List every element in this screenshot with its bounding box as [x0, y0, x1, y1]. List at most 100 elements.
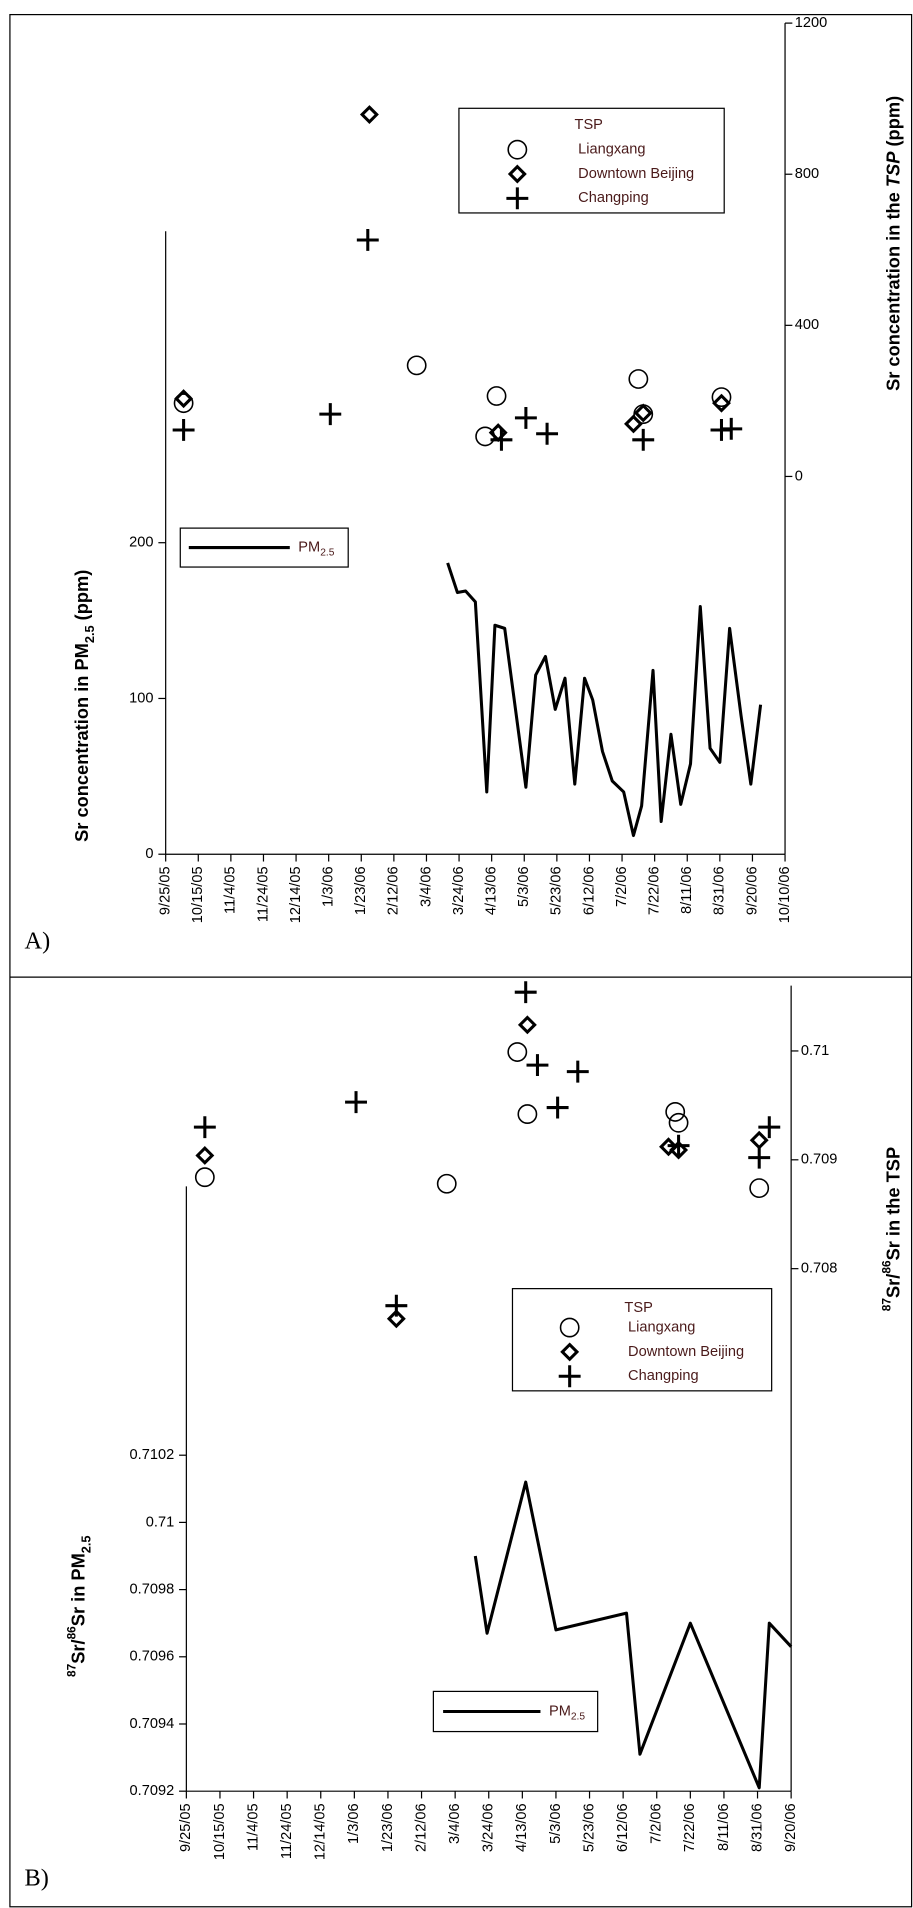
- label-part: Sr concentration in PM: [71, 643, 92, 842]
- x-tick-label: 7/2/06: [649, 1803, 665, 1844]
- x-tick-label: 5/23/06: [581, 1803, 597, 1852]
- y2-tick-label: 800: [795, 166, 819, 182]
- y2-axis-title: Sr concentration in the TSP (ppm): [882, 96, 903, 391]
- x-tick-label: 7/22/06: [647, 866, 663, 915]
- legend-title: TSP: [575, 117, 603, 133]
- diamond-marker: [669, 1140, 689, 1160]
- legend-label: Changping: [628, 1368, 699, 1384]
- circle-marker: [486, 386, 507, 406]
- x-tick-label: 1/3/06: [321, 866, 337, 907]
- circle-marker: [665, 1101, 686, 1122]
- x-tick-label: 12/14/05: [313, 1803, 329, 1860]
- circle-marker: [711, 387, 732, 408]
- label-part: 2.5: [82, 625, 97, 643]
- x-tick-label: 1/3/06: [346, 1803, 362, 1844]
- y2-tick-label: 0.708: [801, 1261, 838, 1277]
- y2-tick-label: 400: [795, 317, 819, 333]
- x-tick-label: 1/23/06: [380, 1803, 396, 1852]
- x-tick-label: 8/11/06: [716, 1803, 732, 1851]
- x-tick-label: 11/24/05: [279, 1803, 295, 1859]
- label-part: 86: [880, 1260, 894, 1274]
- label-part: Sr in PM: [67, 1553, 88, 1626]
- circle-marker: [507, 1042, 528, 1062]
- circle-marker: [436, 1173, 457, 1194]
- circle-marker: [507, 139, 528, 160]
- plus-marker: [514, 406, 537, 429]
- legend-label: Changping: [578, 190, 649, 206]
- plus-marker: [319, 403, 342, 426]
- legend-label: PM2.5: [298, 539, 334, 558]
- plus-marker: [345, 1091, 367, 1114]
- plus-marker: [667, 1134, 690, 1157]
- y2-axis-title: 87Sr/86Sr in the TSP: [880, 1147, 904, 1311]
- label-part: PM: [298, 539, 320, 555]
- x-tick-label: 5/3/06: [548, 1803, 564, 1844]
- x-tick-label: 9/20/06: [744, 866, 760, 915]
- legend-label: Liangxang: [578, 142, 645, 158]
- circle-marker: [628, 369, 649, 389]
- label-part: Sr/: [67, 1639, 88, 1663]
- legend-title: TSP: [624, 1300, 652, 1316]
- y2-tick-label: 0.709: [801, 1152, 838, 1168]
- x-tick-label: 2/12/06: [386, 866, 402, 915]
- plus-marker: [758, 1116, 781, 1139]
- x-tick-label: 7/22/06: [682, 1803, 698, 1852]
- y-tick-label: 0: [145, 846, 153, 862]
- plus-marker: [172, 419, 195, 441]
- x-tick-label: 12/14/05: [288, 866, 304, 923]
- legend-label: PM2.5: [549, 1703, 585, 1722]
- x-tick-label: 3/24/06: [451, 866, 467, 915]
- plus-marker: [558, 1365, 581, 1388]
- circle-marker: [517, 1104, 538, 1125]
- label-part: TSP: [882, 151, 903, 187]
- diamond-marker: [359, 105, 379, 124]
- plus-marker: [546, 1096, 569, 1119]
- label-part: (ppm): [71, 570, 92, 626]
- figure-border: [9, 13, 913, 1908]
- y-tick-label: 200: [129, 535, 153, 551]
- diamond-marker: [633, 403, 653, 423]
- y-axis-title: Sr concentration in PM2.5 (ppm): [71, 570, 97, 842]
- x-tick-label: 3/4/06: [418, 866, 434, 907]
- legend-box: [511, 1288, 773, 1392]
- x-tick-label: 4/13/06: [484, 866, 500, 915]
- data-line: [446, 562, 763, 838]
- x-tick-label: 8/31/06: [749, 1803, 765, 1852]
- diamond-marker: [386, 1309, 406, 1329]
- plus-marker: [632, 428, 655, 451]
- label-part: (ppm): [882, 96, 903, 152]
- x-tick-label: 10/10/06: [777, 866, 793, 923]
- diamond-marker: [749, 1130, 769, 1150]
- legend-label: Downtown Beijing: [578, 166, 694, 182]
- x-tick-label: 11/24/05: [255, 866, 271, 922]
- label-part: 86: [64, 1626, 78, 1640]
- label-part: 87: [64, 1663, 78, 1677]
- x-tick-label: 3/4/06: [447, 1803, 463, 1844]
- label-part: 87: [880, 1298, 894, 1312]
- x-tick-label: 2/12/06: [413, 1803, 429, 1852]
- y-tick-label: 0.71: [146, 1514, 174, 1530]
- y2-tick-label: 0: [795, 468, 803, 484]
- diamond-marker: [712, 393, 731, 413]
- x-tick-label: 5/3/06: [516, 866, 532, 907]
- label-part: Sr concentration in the: [882, 187, 903, 391]
- x-tick-label: 11/4/05: [245, 1803, 261, 1851]
- circle-marker: [749, 1178, 770, 1199]
- x-tick-label: 9/20/06: [783, 1803, 799, 1852]
- plus-marker: [356, 229, 379, 251]
- plus-marker: [514, 981, 537, 1004]
- y-axis-title: 87Sr/86Sr in PM2.5: [64, 1535, 93, 1677]
- plus-marker: [566, 1060, 589, 1083]
- x-tick-label: 9/25/05: [178, 1803, 194, 1852]
- x-tick-label: 11/4/05: [223, 866, 239, 914]
- circle-marker: [668, 1112, 689, 1133]
- x-tick-label: 8/31/06: [712, 866, 728, 915]
- legend-box: [458, 107, 725, 214]
- x-tick-label: 4/13/06: [514, 1803, 530, 1852]
- y-tick-label: 0.7092: [130, 1783, 175, 1799]
- circle-marker: [194, 1167, 215, 1188]
- diamond-marker: [517, 1015, 537, 1035]
- circle-marker: [559, 1317, 580, 1338]
- y-tick-label: 0.7098: [130, 1581, 175, 1597]
